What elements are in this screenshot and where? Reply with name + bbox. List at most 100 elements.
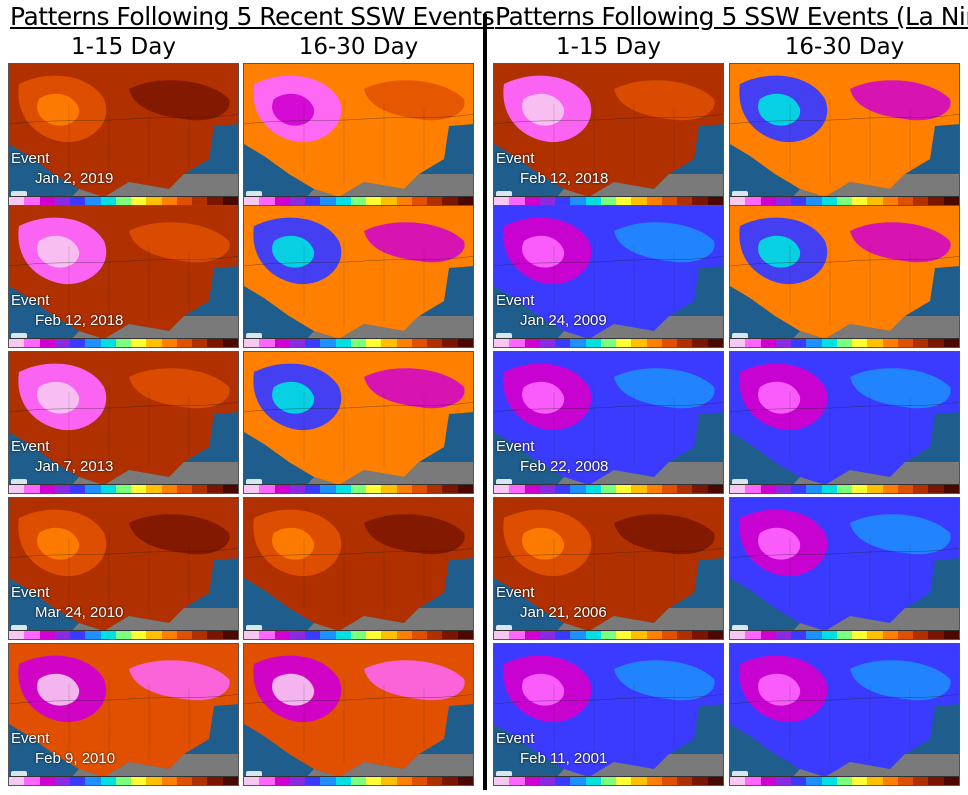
map-right-panel-row2-1-15: Event Jan 24, 2009	[493, 205, 724, 348]
map-left-panel-row1-1-15: Event Jan 2, 2019	[8, 63, 239, 206]
weather-logo-icon	[11, 479, 27, 485]
colorbar	[494, 484, 723, 493]
event-label: Event	[496, 584, 535, 601]
temperature-anomaly-map	[9, 352, 238, 493]
event-date: Mar 24, 2010	[35, 604, 124, 621]
weather-logo-icon	[246, 771, 262, 777]
weather-logo-icon	[246, 333, 262, 339]
panel-divider	[483, 14, 487, 790]
temperature-anomaly-map	[730, 498, 959, 639]
map-right-panel-row3-1-15: Event Feb 22, 2008	[493, 351, 724, 494]
map-right-panel-row4-16-30	[729, 497, 960, 640]
map-right-panel-row3-16-30	[729, 351, 960, 494]
event-label: Event	[496, 292, 535, 309]
map-right-panel-row2-16-30	[729, 205, 960, 348]
weather-logo-icon	[732, 625, 748, 631]
map-left-panel-row4-1-15: Event Mar 24, 2010	[8, 497, 239, 640]
temperature-anomaly-map	[244, 644, 473, 785]
map-left-panel-row5-16-30	[243, 643, 474, 786]
temperature-anomaly-map	[244, 352, 473, 493]
colorbar	[9, 776, 238, 785]
event-date: Feb 11, 2001	[520, 750, 608, 767]
colorbar	[244, 196, 473, 205]
map-right-panel-row1-16-30	[729, 63, 960, 206]
temperature-anomaly-map	[494, 352, 723, 493]
col-header-left-2: 16-30 Day	[298, 34, 419, 60]
weather-logo-icon	[732, 771, 748, 777]
event-date: Jan 7, 2013	[35, 458, 114, 475]
temperature-anomaly-map	[9, 206, 238, 347]
temperature-anomaly-map	[494, 644, 723, 785]
weather-logo-icon	[496, 191, 512, 197]
temperature-anomaly-map	[244, 498, 473, 639]
weather-logo-icon	[496, 333, 512, 339]
weather-logo-icon	[246, 479, 262, 485]
weather-logo-icon	[732, 479, 748, 485]
temperature-anomaly-map	[494, 64, 723, 205]
temperature-anomaly-map	[730, 644, 959, 785]
colorbar	[9, 630, 238, 639]
map-right-panel-row4-1-15: Event Jan 21, 2006	[493, 497, 724, 640]
event-date: Feb 12, 2018	[520, 170, 609, 187]
event-label: Event	[11, 730, 50, 747]
map-left-panel-row2-1-15: Event Feb 12, 2018	[8, 205, 239, 348]
temperature-anomaly-map	[244, 64, 473, 205]
left-panel-title: Patterns Following 5 Recent SSW Events	[10, 2, 495, 31]
colorbar	[494, 776, 723, 785]
colorbar	[494, 338, 723, 347]
event-label: Event	[11, 438, 50, 455]
col-header-right-2: 16-30 Day	[784, 34, 905, 60]
map-right-panel-row5-16-30	[729, 643, 960, 786]
temperature-anomaly-map	[244, 206, 473, 347]
colorbar	[494, 630, 723, 639]
temperature-anomaly-map	[494, 498, 723, 639]
colorbar	[730, 338, 959, 347]
weather-logo-icon	[732, 191, 748, 197]
map-left-panel-row3-16-30	[243, 351, 474, 494]
temperature-anomaly-map	[730, 206, 959, 347]
weather-logo-icon	[496, 479, 512, 485]
colorbar	[244, 630, 473, 639]
temperature-anomaly-map	[730, 352, 959, 493]
weather-logo-icon	[11, 625, 27, 631]
event-label: Event	[11, 150, 50, 167]
weather-logo-icon	[11, 191, 27, 197]
event-date: Feb 12, 2018	[35, 312, 124, 329]
map-left-panel-row1-16-30	[243, 63, 474, 206]
temperature-anomaly-map	[494, 206, 723, 347]
col-header-left-1: 1-15 Day	[71, 34, 176, 60]
col-header-right-1: 1-15 Day	[556, 34, 661, 60]
colorbar	[9, 196, 238, 205]
weather-logo-icon	[246, 191, 262, 197]
weather-logo-icon	[246, 625, 262, 631]
colorbar	[9, 484, 238, 493]
event-date: Feb 22, 2008	[520, 458, 609, 475]
map-left-panel-row4-16-30	[243, 497, 474, 640]
event-label: Event	[11, 292, 50, 309]
right-panel-title: Patterns Following 5 SSW Events (La Niña…	[495, 2, 968, 31]
event-label: Event	[496, 438, 535, 455]
event-date: Feb 9, 2010	[35, 750, 116, 767]
weather-logo-icon	[496, 625, 512, 631]
colorbar	[730, 630, 959, 639]
map-left-panel-row3-1-15: Event Jan 7, 2013	[8, 351, 239, 494]
event-date: Jan 2, 2019	[35, 170, 114, 187]
weather-logo-icon	[11, 771, 27, 777]
colorbar	[730, 776, 959, 785]
event-date: Jan 24, 2009	[520, 312, 607, 329]
map-left-panel-row5-1-15: Event Feb 9, 2010	[8, 643, 239, 786]
colorbar	[494, 196, 723, 205]
colorbar	[730, 484, 959, 493]
weather-logo-icon	[732, 333, 748, 339]
colorbar	[9, 338, 238, 347]
weather-logo-icon	[496, 771, 512, 777]
map-right-panel-row1-1-15: Event Feb 12, 2018	[493, 63, 724, 206]
event-label: Event	[496, 730, 535, 747]
temperature-anomaly-map	[9, 644, 238, 785]
colorbar	[244, 484, 473, 493]
map-right-panel-row5-1-15: Event Feb 11, 2001	[493, 643, 724, 786]
temperature-anomaly-map	[9, 498, 238, 639]
event-label: Event	[496, 150, 535, 167]
temperature-anomaly-map	[9, 64, 238, 205]
colorbar	[730, 196, 959, 205]
